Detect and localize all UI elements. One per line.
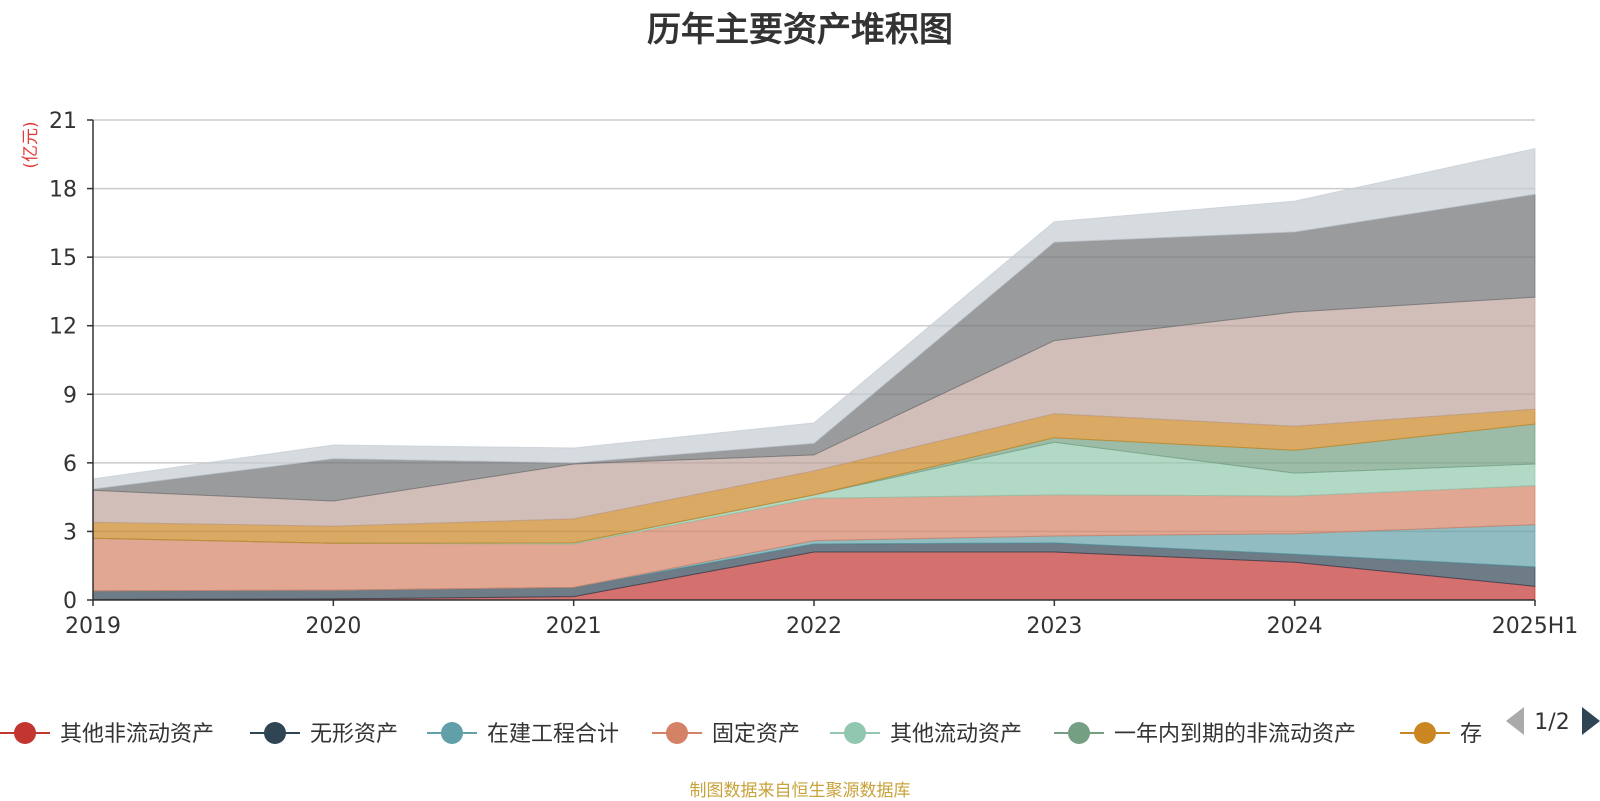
x-axis-ticks: 2019 2020 2021 2022 2023 2024 2025H1: [65, 600, 1578, 639]
legend-next-arrow-icon[interactable]: [1582, 707, 1600, 735]
y-tick-label: 21: [49, 109, 77, 134]
y-tick-label: 3: [63, 520, 77, 545]
y-tick-label: 15: [49, 246, 77, 271]
legend-item[interactable]: 其他流动资产: [830, 722, 1022, 747]
legend-prev-arrow-icon[interactable]: [1506, 707, 1524, 735]
y-tick-label: 0: [63, 589, 77, 614]
legend-marker-icon: [844, 722, 866, 744]
x-tick-label: 2019: [65, 614, 121, 639]
y-tick-label: 6: [63, 452, 77, 477]
legend-item[interactable]: 其他非流动资产: [0, 722, 214, 747]
y-tick-label: 12: [49, 315, 77, 340]
chart-title: 历年主要资产堆积图: [647, 10, 953, 50]
y-tick-label: 18: [49, 178, 77, 203]
y-axis-unit-label: (亿元): [21, 121, 41, 168]
legend-label: 一年内到期的非流动资产: [1114, 722, 1356, 747]
legend-item[interactable]: 一年内到期的非流动资产: [1054, 722, 1356, 747]
x-tick-label: 2020: [305, 614, 361, 639]
y-axis-ticks: 0 3 6 9 12 15 18 21: [49, 109, 93, 614]
legend-item[interactable]: 存: [1400, 722, 1482, 747]
legend-marker-icon: [666, 722, 688, 744]
legend-label: 其他流动资产: [890, 722, 1022, 747]
x-tick-label: 2021: [546, 614, 602, 639]
legend-marker-icon: [14, 722, 36, 744]
legend-item[interactable]: 无形资产: [250, 722, 398, 747]
legend-marker-icon: [1414, 722, 1436, 744]
legend-page-indicator: 1/2: [1534, 710, 1569, 735]
x-tick-label: 2024: [1267, 614, 1323, 639]
x-tick-label: 2023: [1026, 614, 1082, 639]
legend-item[interactable]: 在建工程合计: [427, 722, 619, 747]
legend-pager: 1/2: [1506, 707, 1600, 735]
legend: 其他非流动资产 无形资产 在建工程合计 固定资产 其他流动资产 一年内到期的非流动资产 存: [0, 722, 1482, 747]
legend-label: 在建工程合计: [487, 722, 619, 747]
source-note: 制图数据来自恒生聚源数据库: [689, 781, 911, 801]
legend-label: 存: [1460, 722, 1482, 747]
legend-marker-icon: [264, 722, 286, 744]
area-9: [92, 147, 1536, 490]
legend-label: 固定资产: [712, 722, 800, 747]
legend-label: 无形资产: [310, 722, 398, 747]
legend-label: 其他非流动资产: [60, 722, 214, 747]
area-series: [92, 147, 1536, 601]
y-tick-label: 9: [63, 383, 77, 408]
legend-item[interactable]: 固定资产: [652, 722, 800, 747]
legend-marker-icon: [1068, 722, 1090, 744]
legend-marker-icon: [441, 722, 463, 744]
x-tick-label: 2022: [786, 614, 842, 639]
x-tick-label: 2025H1: [1492, 614, 1579, 639]
